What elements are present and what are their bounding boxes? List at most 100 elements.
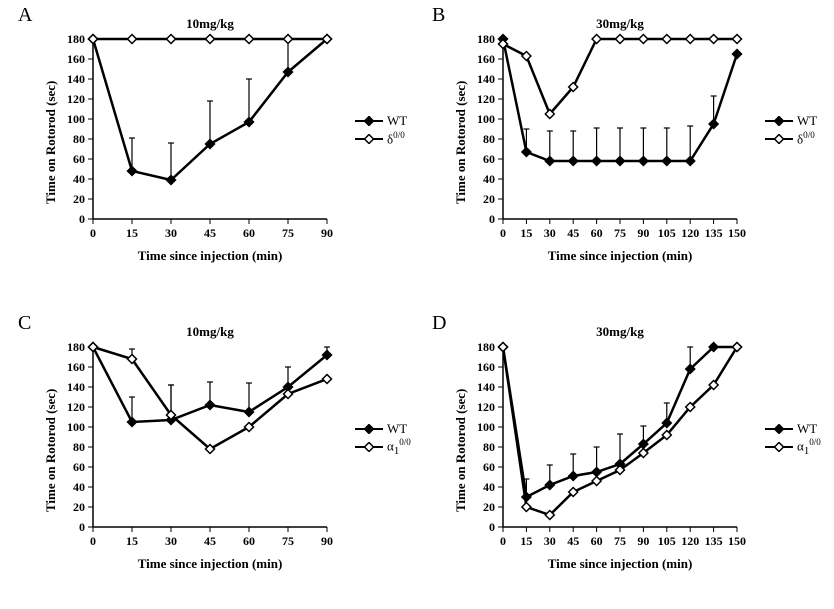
svg-text:160: 160 [67, 52, 85, 66]
svg-text:20: 20 [73, 192, 85, 206]
svg-text:45: 45 [204, 534, 216, 548]
y-axis-label-B: Time on Rotorod (sec) [453, 81, 469, 204]
svg-text:100: 100 [67, 112, 85, 126]
legend-label: WT [387, 421, 407, 437]
x-axis-label-D: Time since injection (min) [495, 556, 745, 572]
svg-text:60: 60 [243, 534, 255, 548]
chart-title-D: 30mg/kg [495, 324, 745, 340]
svg-text:75: 75 [282, 534, 294, 548]
legend-item: WT [355, 112, 407, 130]
figure-root: A 10mg/kg Time on Rotorod (sec) Time since … [0, 0, 834, 609]
svg-text:90: 90 [637, 226, 649, 240]
svg-text:30: 30 [165, 226, 177, 240]
svg-text:20: 20 [73, 500, 85, 514]
y-axis-label-D: Time on Rotorod (sec) [453, 389, 469, 512]
svg-text:20: 20 [483, 500, 495, 514]
svg-text:75: 75 [614, 534, 626, 548]
legend-label: WT [797, 113, 817, 129]
legend-item: δ0/0 [765, 130, 817, 148]
svg-text:0: 0 [500, 534, 506, 548]
svg-text:15: 15 [520, 534, 532, 548]
svg-text:60: 60 [73, 152, 85, 166]
legend-item: WT [765, 420, 821, 438]
svg-text:0: 0 [90, 534, 96, 548]
svg-text:160: 160 [477, 360, 495, 374]
svg-text:120: 120 [67, 400, 85, 414]
svg-text:60: 60 [73, 460, 85, 474]
svg-text:120: 120 [477, 92, 495, 106]
legend-label: WT [797, 421, 817, 437]
svg-text:60: 60 [483, 152, 495, 166]
svg-text:135: 135 [705, 534, 723, 548]
x-axis-label-C: Time since injection (min) [85, 556, 335, 572]
svg-text:45: 45 [204, 226, 216, 240]
svg-text:180: 180 [67, 32, 85, 46]
svg-text:100: 100 [477, 420, 495, 434]
svg-text:180: 180 [477, 340, 495, 354]
svg-text:140: 140 [67, 72, 85, 86]
svg-text:60: 60 [591, 534, 603, 548]
svg-text:75: 75 [614, 226, 626, 240]
svg-text:0: 0 [79, 520, 85, 534]
svg-text:90: 90 [637, 534, 649, 548]
svg-text:0: 0 [500, 226, 506, 240]
svg-text:150: 150 [728, 534, 746, 548]
svg-text:30: 30 [544, 534, 556, 548]
x-axis-label-B: Time since injection (min) [495, 248, 745, 264]
svg-text:90: 90 [321, 226, 333, 240]
svg-text:100: 100 [67, 420, 85, 434]
svg-text:120: 120 [67, 92, 85, 106]
legend-item: WT [765, 112, 817, 130]
chart-svg-B: 0153045607590105120135150020406080100120… [495, 34, 745, 224]
svg-text:120: 120 [477, 400, 495, 414]
svg-text:0: 0 [79, 212, 85, 226]
svg-text:80: 80 [483, 440, 495, 454]
svg-text:135: 135 [705, 226, 723, 240]
svg-text:40: 40 [73, 172, 85, 186]
legend-D: WTα10/0 [765, 420, 821, 456]
legend-item: WT [355, 420, 411, 438]
svg-text:40: 40 [483, 172, 495, 186]
chart-title-C: 10mg/kg [85, 324, 335, 340]
legend-label: δ0/0 [387, 130, 405, 147]
svg-text:120: 120 [681, 534, 699, 548]
chart-svg-D: 0153045607590105120135150020406080100120… [495, 342, 745, 532]
legend-item: α10/0 [355, 438, 411, 456]
legend-label: δ0/0 [797, 130, 815, 147]
svg-text:60: 60 [483, 460, 495, 474]
svg-text:40: 40 [483, 480, 495, 494]
svg-text:0: 0 [90, 226, 96, 240]
svg-text:45: 45 [567, 226, 579, 240]
svg-text:60: 60 [591, 226, 603, 240]
svg-text:160: 160 [67, 360, 85, 374]
legend-B: WTδ0/0 [765, 112, 817, 148]
svg-text:140: 140 [477, 72, 495, 86]
svg-text:40: 40 [73, 480, 85, 494]
svg-text:180: 180 [477, 32, 495, 46]
svg-text:15: 15 [126, 226, 138, 240]
svg-text:120: 120 [681, 226, 699, 240]
svg-text:90: 90 [321, 534, 333, 548]
panel-label-B: B [432, 4, 445, 27]
svg-text:150: 150 [728, 226, 746, 240]
legend-label: α10/0 [797, 437, 821, 457]
y-axis-label-C: Time on Rotorod (sec) [43, 389, 59, 512]
svg-text:75: 75 [282, 226, 294, 240]
svg-text:80: 80 [73, 440, 85, 454]
x-axis-label-A: Time since injection (min) [85, 248, 335, 264]
svg-text:0: 0 [489, 520, 495, 534]
svg-text:140: 140 [67, 380, 85, 394]
legend-label: WT [387, 113, 407, 129]
legend-label: α10/0 [387, 437, 411, 457]
svg-text:15: 15 [520, 226, 532, 240]
chart-title-B: 30mg/kg [495, 16, 745, 32]
svg-text:30: 30 [544, 226, 556, 240]
chart-svg-C: 0153045607590020406080100120140160180 [85, 342, 335, 532]
svg-text:80: 80 [73, 132, 85, 146]
panel-label-A: A [18, 4, 32, 27]
svg-text:30: 30 [165, 534, 177, 548]
svg-text:20: 20 [483, 192, 495, 206]
svg-text:100: 100 [477, 112, 495, 126]
legend-item: δ0/0 [355, 130, 407, 148]
svg-text:180: 180 [67, 340, 85, 354]
